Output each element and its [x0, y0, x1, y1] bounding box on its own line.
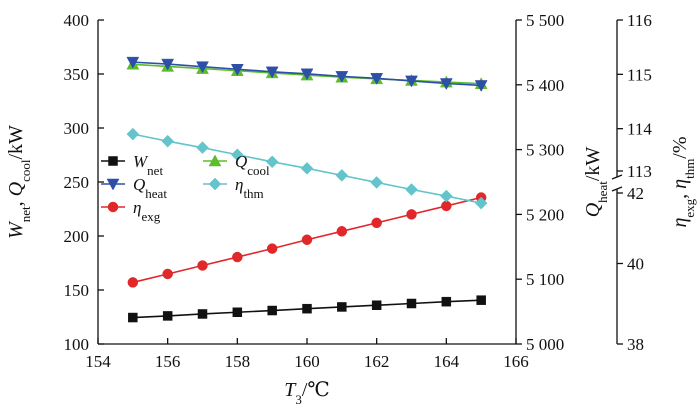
data-point — [230, 148, 244, 162]
y-right1-tick-label: 5 300 — [526, 141, 564, 160]
x-tick-label: 156 — [155, 352, 181, 371]
y-right2-tick-label: 115 — [627, 65, 652, 84]
data-point — [300, 161, 314, 175]
y-right1-tick-label: 5 100 — [526, 270, 564, 289]
series-heat — [126, 56, 488, 92]
data-point — [474, 196, 488, 210]
y-left-tick-label: 400 — [64, 11, 90, 30]
legend-label: Qcool — [235, 152, 270, 178]
legend-item-heat: Qheat — [101, 175, 167, 201]
data-point — [439, 189, 453, 203]
series-net — [128, 295, 486, 323]
y-left-tick-label: 300 — [64, 119, 90, 138]
x-tick-label: 166 — [503, 352, 529, 371]
x-tick-label: 154 — [85, 352, 111, 371]
data-point — [405, 75, 418, 88]
data-point — [126, 127, 140, 141]
data-point — [336, 226, 348, 237]
legend-label: Qheat — [133, 175, 167, 201]
axis-break-mark — [611, 174, 623, 180]
data-point — [196, 61, 209, 74]
y-right2-tick-label: 40 — [627, 255, 644, 274]
y-left-tick-label: 200 — [64, 227, 90, 246]
data-point — [406, 298, 417, 309]
data-point — [337, 302, 347, 312]
axes-layer: 100 150 200 250 300 350 400 Wnet, Qcool/kW 154 15… — [5, 11, 697, 407]
data-point — [107, 201, 119, 213]
data-point — [301, 234, 313, 246]
data-point — [162, 268, 173, 280]
legend-item-net: Wnet — [101, 152, 163, 178]
y-right2-tick-label: 113 — [627, 162, 652, 181]
legend-item-exg: ηexg — [101, 198, 161, 224]
x-tick-label: 162 — [364, 352, 390, 371]
data-point — [208, 154, 222, 167]
data-point — [267, 305, 277, 316]
data-point — [161, 134, 175, 148]
x-tick-label: 160 — [294, 352, 320, 371]
data-point — [232, 251, 243, 263]
y-axis-left-title: Wnet, Qcool/kW — [5, 125, 33, 239]
series-exg — [127, 192, 487, 288]
y-right2-tick-label: 38 — [627, 335, 644, 354]
axis-break-mark — [611, 186, 623, 192]
data-point — [196, 141, 209, 155]
y-axis-right2-title: ηexg, ηthm/% — [669, 136, 697, 227]
y-right1-tick-label: 5 500 — [526, 11, 564, 30]
data-point — [197, 260, 208, 271]
data-point — [406, 209, 417, 220]
data-point — [335, 169, 349, 182]
data-point — [106, 178, 120, 191]
data-point — [127, 277, 139, 288]
legend-label: ηexg — [133, 198, 161, 224]
y-left-tick-label: 150 — [64, 281, 90, 300]
data-point — [126, 56, 140, 69]
data-point — [370, 73, 384, 85]
data-point — [371, 217, 382, 229]
data-point — [161, 58, 175, 71]
data-point — [441, 200, 452, 212]
data-point — [300, 68, 314, 81]
data-point — [266, 243, 278, 254]
y-left-tick-label: 250 — [64, 173, 90, 192]
y-right1-tick-label: 5 000 — [526, 335, 564, 354]
y-axis-right1-title: Qheat/kW — [582, 147, 610, 218]
data-point — [128, 312, 138, 323]
y-right1-tick-label: 5 400 — [526, 76, 564, 95]
x-tick-label: 158 — [225, 352, 251, 371]
series-thm — [126, 127, 488, 210]
data-point — [405, 183, 418, 196]
x-axis-title: T3/℃ — [284, 379, 330, 407]
data-point — [265, 66, 279, 79]
data-point — [370, 176, 384, 189]
y-right2-tick-label: 42 — [627, 184, 644, 203]
data-point — [335, 71, 349, 83]
data-point — [162, 311, 173, 321]
y-right2-tick-label: 116 — [627, 11, 652, 30]
legend-label: Wnet — [133, 152, 163, 178]
y-right2-tick-label: 114 — [627, 120, 652, 139]
data-point — [302, 303, 312, 314]
data-point — [232, 307, 243, 317]
data-point — [476, 295, 486, 305]
legend-label: ηthm — [235, 175, 264, 201]
data-point — [197, 309, 208, 319]
series-layer — [126, 56, 488, 323]
legend-item-cool: Qcool — [203, 152, 270, 178]
data-point — [441, 296, 452, 307]
y-left-tick-label: 100 — [64, 335, 90, 354]
data-point — [108, 156, 118, 166]
data-point — [230, 63, 244, 76]
data-point — [371, 300, 382, 310]
y-right1-tick-label: 5 200 — [526, 205, 564, 224]
data-point — [208, 177, 222, 191]
y-left-tick-label: 350 — [64, 65, 90, 84]
legend-item-thm: ηthm — [203, 175, 264, 201]
x-tick-label: 164 — [434, 352, 460, 371]
data-point — [439, 78, 453, 91]
data-point — [265, 155, 279, 169]
data-point — [474, 80, 488, 92]
